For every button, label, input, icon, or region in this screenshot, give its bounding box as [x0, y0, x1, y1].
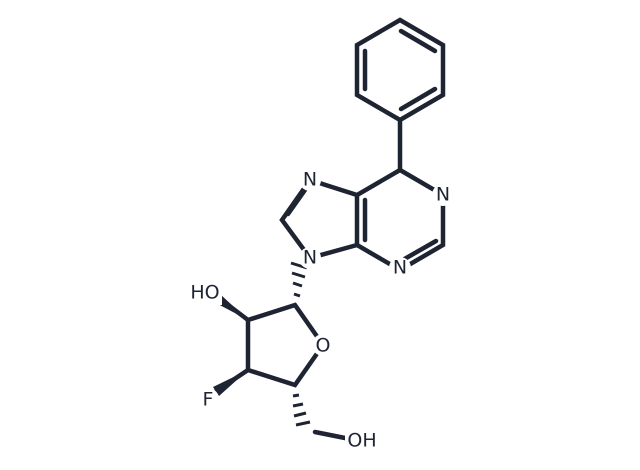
- atom-label: F: [203, 389, 214, 411]
- atom-label: N: [303, 169, 317, 191]
- atom-label: N: [436, 184, 450, 206]
- atom-label: HO: [190, 282, 219, 304]
- bonds: [212, 17, 446, 441]
- atom-label: N: [393, 257, 407, 279]
- atom-backgrounds: [188, 169, 454, 452]
- atom-label: OH: [347, 430, 376, 452]
- atom-label: N: [303, 247, 317, 269]
- atom-label: O: [316, 335, 331, 357]
